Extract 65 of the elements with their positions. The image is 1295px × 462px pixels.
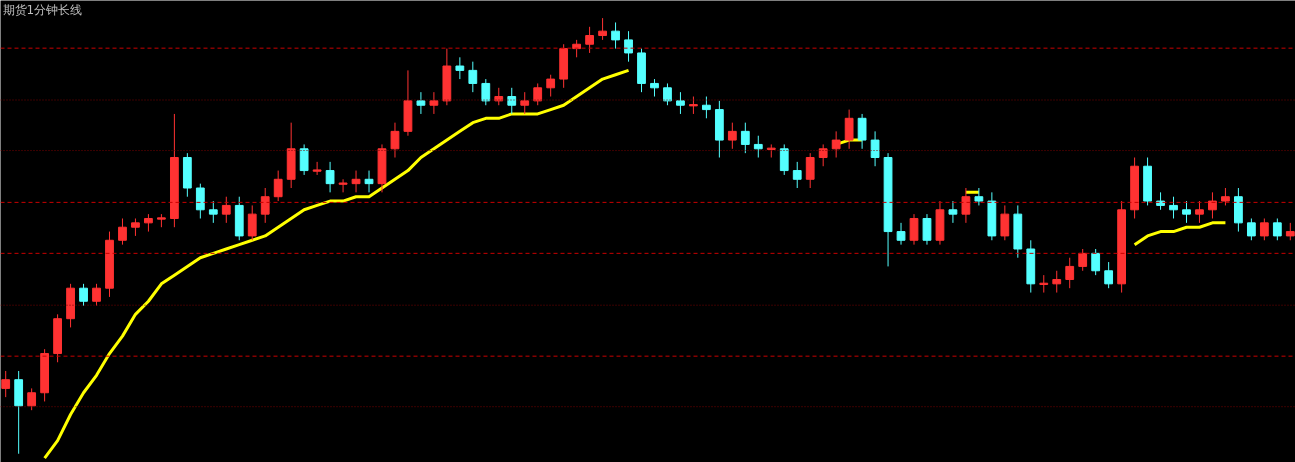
candlestick <box>208 200 218 224</box>
candlestick <box>273 170 283 202</box>
candlestick <box>1 370 11 398</box>
candlestick <box>805 152 815 189</box>
candlestick <box>909 213 919 246</box>
candlestick <box>429 91 439 115</box>
candlestick <box>1208 191 1217 219</box>
candlestick <box>546 74 556 98</box>
candlestick <box>702 96 711 119</box>
candlestick <box>779 143 789 176</box>
candlestick <box>221 196 231 224</box>
candlestick <box>27 387 37 411</box>
candlestick <box>1259 218 1269 241</box>
candlestick <box>1182 200 1191 224</box>
candlestick <box>792 161 802 189</box>
chart-title: 期货1分钟长线 <box>2 2 83 17</box>
candlestick <box>351 170 361 193</box>
candlestick <box>118 218 127 246</box>
candlestick <box>260 187 270 224</box>
candlestick <box>870 130 880 167</box>
candlestick <box>1091 248 1101 276</box>
candlestick <box>740 122 750 154</box>
candlestick <box>961 187 971 224</box>
candlestick <box>831 130 841 159</box>
candlestick <box>481 78 491 106</box>
candlestick <box>611 21 620 50</box>
candlestick <box>844 109 854 150</box>
candlestick <box>598 17 607 41</box>
candlestick <box>1169 196 1178 219</box>
candlestick <box>468 61 478 93</box>
candlestick <box>753 135 763 159</box>
candlestick <box>727 122 737 150</box>
candlestick <box>818 143 828 167</box>
candlestick <box>1000 204 1010 241</box>
candlestick <box>1195 200 1204 224</box>
candlestick <box>520 91 530 115</box>
candlestick <box>390 122 400 159</box>
candlestick <box>195 183 205 219</box>
candlestick <box>1052 270 1062 294</box>
candlestick <box>857 113 867 150</box>
candlestick <box>948 200 958 224</box>
candlestick <box>1104 261 1114 289</box>
candlestick <box>247 204 257 241</box>
candlestick <box>1272 218 1282 241</box>
candlestick <box>312 161 322 176</box>
candlestick <box>585 26 594 54</box>
candlestick <box>1246 218 1256 241</box>
candlestick <box>338 178 348 193</box>
candlestick <box>624 30 633 63</box>
candlestick <box>533 82 543 106</box>
candlestick <box>507 87 517 115</box>
candlestick <box>325 161 335 193</box>
candlestick <box>1039 274 1049 294</box>
candlestick <box>676 91 685 115</box>
candlestick <box>922 213 932 246</box>
candlestick <box>299 143 309 176</box>
candlestick <box>896 222 906 246</box>
candlestick <box>455 56 465 80</box>
candlestick <box>416 91 426 115</box>
candlestick <box>364 170 374 193</box>
candlestick <box>1078 248 1088 272</box>
candlestick <box>79 283 88 307</box>
candlestick <box>92 283 101 307</box>
candlestick <box>974 187 984 206</box>
candlestick <box>1065 257 1075 289</box>
